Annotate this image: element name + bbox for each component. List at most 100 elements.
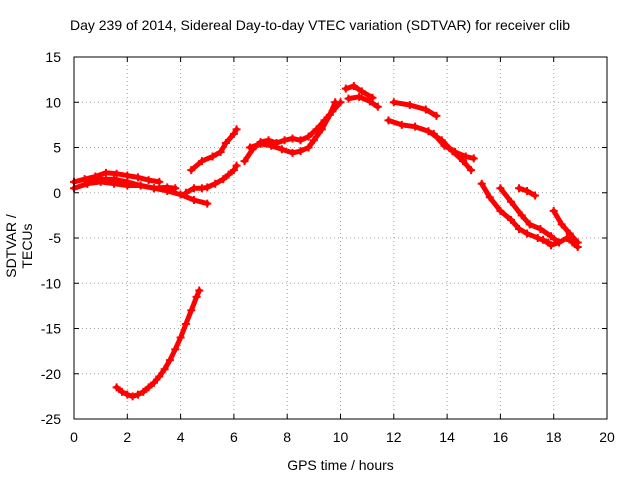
data-point [344,94,353,103]
data-point [80,175,89,184]
data-point [429,129,438,138]
data-point [573,238,582,247]
data-point [136,181,145,190]
data-point [195,286,204,295]
series-track-f [114,288,202,399]
data-point [280,136,289,145]
data-point [83,179,92,188]
series-track-j [346,94,381,110]
data-point [128,392,137,401]
data-point [411,122,420,131]
data-point [469,154,478,163]
data-point [523,186,532,195]
data-point [197,157,206,166]
data-point [451,148,460,157]
data-point [304,143,313,152]
series-track-r [551,208,581,245]
data-point [507,197,516,206]
x-tick-label: 2 [123,429,131,445]
data-point [467,166,476,175]
data-point [525,220,534,229]
data-point [389,98,398,107]
data-point [221,138,230,147]
data-point [515,184,524,193]
y-tick-label: -15 [41,321,61,337]
data-point [539,235,548,244]
data-point [240,157,249,166]
data-point [187,306,196,315]
data-point [421,105,430,114]
data-point [203,183,212,192]
data-point [211,179,220,188]
x-tick-label: 8 [283,429,291,445]
data-point [181,188,190,197]
data-point [139,387,148,396]
x-axis-label: GPS time / hours [287,457,394,473]
data-point [517,211,526,220]
data-point [309,136,318,145]
data-point [357,87,366,96]
data-point [144,383,153,392]
data-point [304,132,313,141]
data-point [365,97,374,106]
y-tick-label: -5 [49,230,62,246]
data-point [397,120,406,129]
data-point [144,176,153,185]
data-point [176,190,185,199]
data-points [70,81,582,401]
data-point [384,116,393,125]
x-tick-label: 14 [439,429,455,445]
data-point [331,98,340,107]
data-point [224,170,233,179]
data-point [245,143,254,152]
data-point [461,152,470,161]
data-point [112,169,121,178]
data-point [219,175,228,184]
data-point [533,234,542,242]
data-point [171,345,180,354]
data-point [325,110,334,119]
series-track-i [343,83,375,101]
data-point [424,127,433,136]
data-point [536,224,545,233]
data-point [277,145,286,154]
data-point [187,166,196,175]
series-track-e [188,126,240,173]
data-point [216,148,225,157]
data-point [547,241,556,250]
series-track-l [391,99,439,119]
plot-frame [73,56,608,420]
data-point [165,356,174,365]
data-point [155,177,164,186]
y-tick-label: -20 [41,366,61,382]
data-point [405,100,414,109]
data-point [288,148,297,157]
data-point [133,390,142,399]
data-point [317,125,326,134]
data-point [355,92,364,101]
x-tick-label: 6 [230,429,238,445]
data-point [557,220,566,229]
data-point [189,184,198,193]
data-point [496,206,505,215]
data-point [192,292,201,301]
data-point [203,199,212,208]
y-tick-label: 15 [45,49,61,65]
data-point [229,166,238,175]
data-point [296,136,305,145]
data-point [189,195,198,204]
data-point [163,183,172,192]
data-point [232,161,241,170]
data-point [123,390,132,399]
data-point [123,171,132,180]
chart-title: Day 239 of 2014, Sidereal Day-to-day VTE… [69,17,571,33]
y-tick-label: 10 [45,94,61,110]
data-point [256,139,265,148]
data-point [555,238,564,247]
data-point [531,191,540,200]
x-tick-label: 20 [599,429,615,445]
data-point [477,179,486,188]
data-point [149,378,158,387]
x-tick-label: 12 [386,429,402,445]
data-point [523,229,532,238]
